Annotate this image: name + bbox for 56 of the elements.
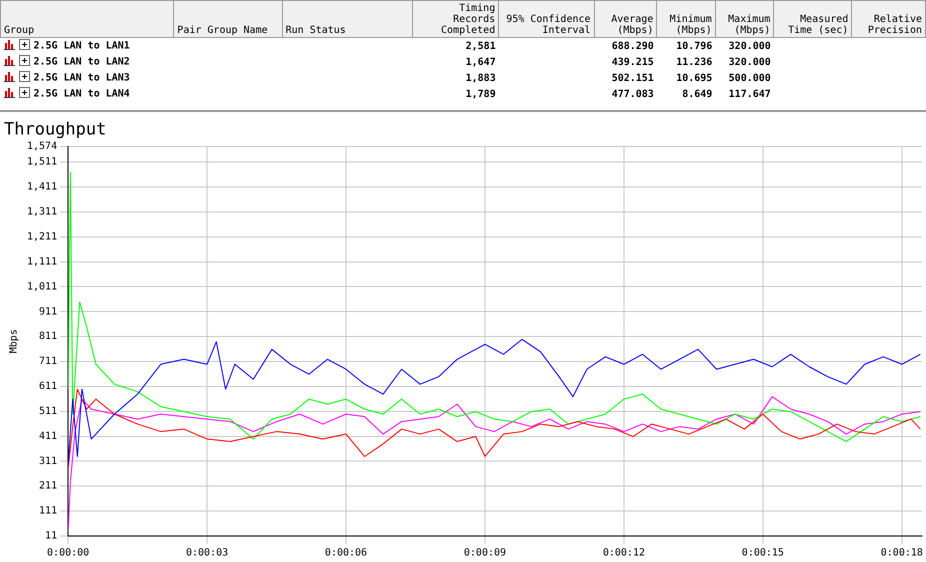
category-label: 95% Confidence Interval — [498, 0, 594, 38]
text: 2.5G LAN to LAN3 — [34, 72, 130, 84]
category-label: Maximum (Mbps) — [715, 0, 774, 38]
x-tick-label: 0:00:12 — [602, 548, 645, 559]
text: 10.796 — [676, 40, 712, 52]
y-tick-label: 211 — [39, 480, 58, 492]
text: 320.000 — [728, 40, 771, 52]
text: 2.5G LAN to LAN2 — [34, 56, 130, 68]
y-tick-label: 311 — [39, 456, 58, 467]
category-label: Timing Records Completed — [412, 0, 499, 38]
text: 1,883 — [466, 72, 496, 84]
text: 688.290 — [612, 40, 654, 52]
y-tick-label: 1,111 — [26, 256, 58, 268]
text: 11.236 — [676, 56, 712, 68]
y-tick-label: 911 — [39, 306, 58, 318]
y-tick-label: 1,011 — [26, 281, 58, 292]
y-tick-label: 111 — [39, 506, 58, 517]
category-label: Measured Time (sec) — [774, 0, 852, 38]
category-label: Minimum (Mbps) — [656, 0, 716, 38]
text: 8.649 — [682, 88, 712, 100]
x-tick-label: 0:00:03 — [186, 548, 228, 559]
text: 1,789 — [466, 88, 496, 100]
y-tick-label: 411 — [39, 430, 58, 442]
category-label: Run Status — [282, 0, 412, 38]
category-label: Group — [0, 0, 174, 38]
y-axis-title: Mbps — [8, 329, 20, 354]
x-tick-label: 0:00:15 — [742, 548, 784, 559]
y-tick-label: 1,574 — [26, 140, 58, 152]
y-tick-label: 611 — [39, 381, 58, 392]
y-tick-label: 511 — [39, 406, 58, 417]
y-tick-label: 1,411 — [26, 182, 58, 193]
text: 439.215 — [612, 56, 654, 68]
text: 502.151 — [612, 72, 654, 84]
y-tick-label: 1,311 — [26, 206, 58, 218]
text: 500.000 — [728, 72, 771, 84]
text: 10.695 — [676, 72, 712, 84]
x-tick-label: 0:00:09 — [464, 548, 506, 559]
y-tick-label: 1,211 — [26, 231, 58, 242]
text: 2.5G LAN to LAN1 — [34, 40, 130, 52]
x-tick-label: 0:00:06 — [324, 548, 368, 559]
category-label: Relative Precision — [852, 0, 926, 38]
y-tick-label: 1,511 — [26, 156, 58, 168]
x-tick-label: 0:00:18 — [880, 548, 923, 559]
text: 1,647 — [466, 56, 496, 68]
category-label: Pair Group Name — [174, 0, 282, 38]
text: 117.647 — [728, 88, 771, 100]
text: 2.5G LAN to LAN4 — [34, 88, 130, 100]
chart-title: Throughput — [4, 120, 106, 140]
y-tick-label: 811 — [39, 331, 58, 342]
text: 2,581 — [466, 40, 496, 52]
text: 320.000 — [728, 56, 771, 68]
category-label: Average (Mbps) — [594, 0, 657, 38]
text: 477.083 — [612, 88, 654, 100]
x-tick-label: 0:00:00 — [47, 548, 90, 559]
y-tick-label: 11 — [45, 530, 58, 542]
y-tick-label: 711 — [39, 356, 58, 368]
